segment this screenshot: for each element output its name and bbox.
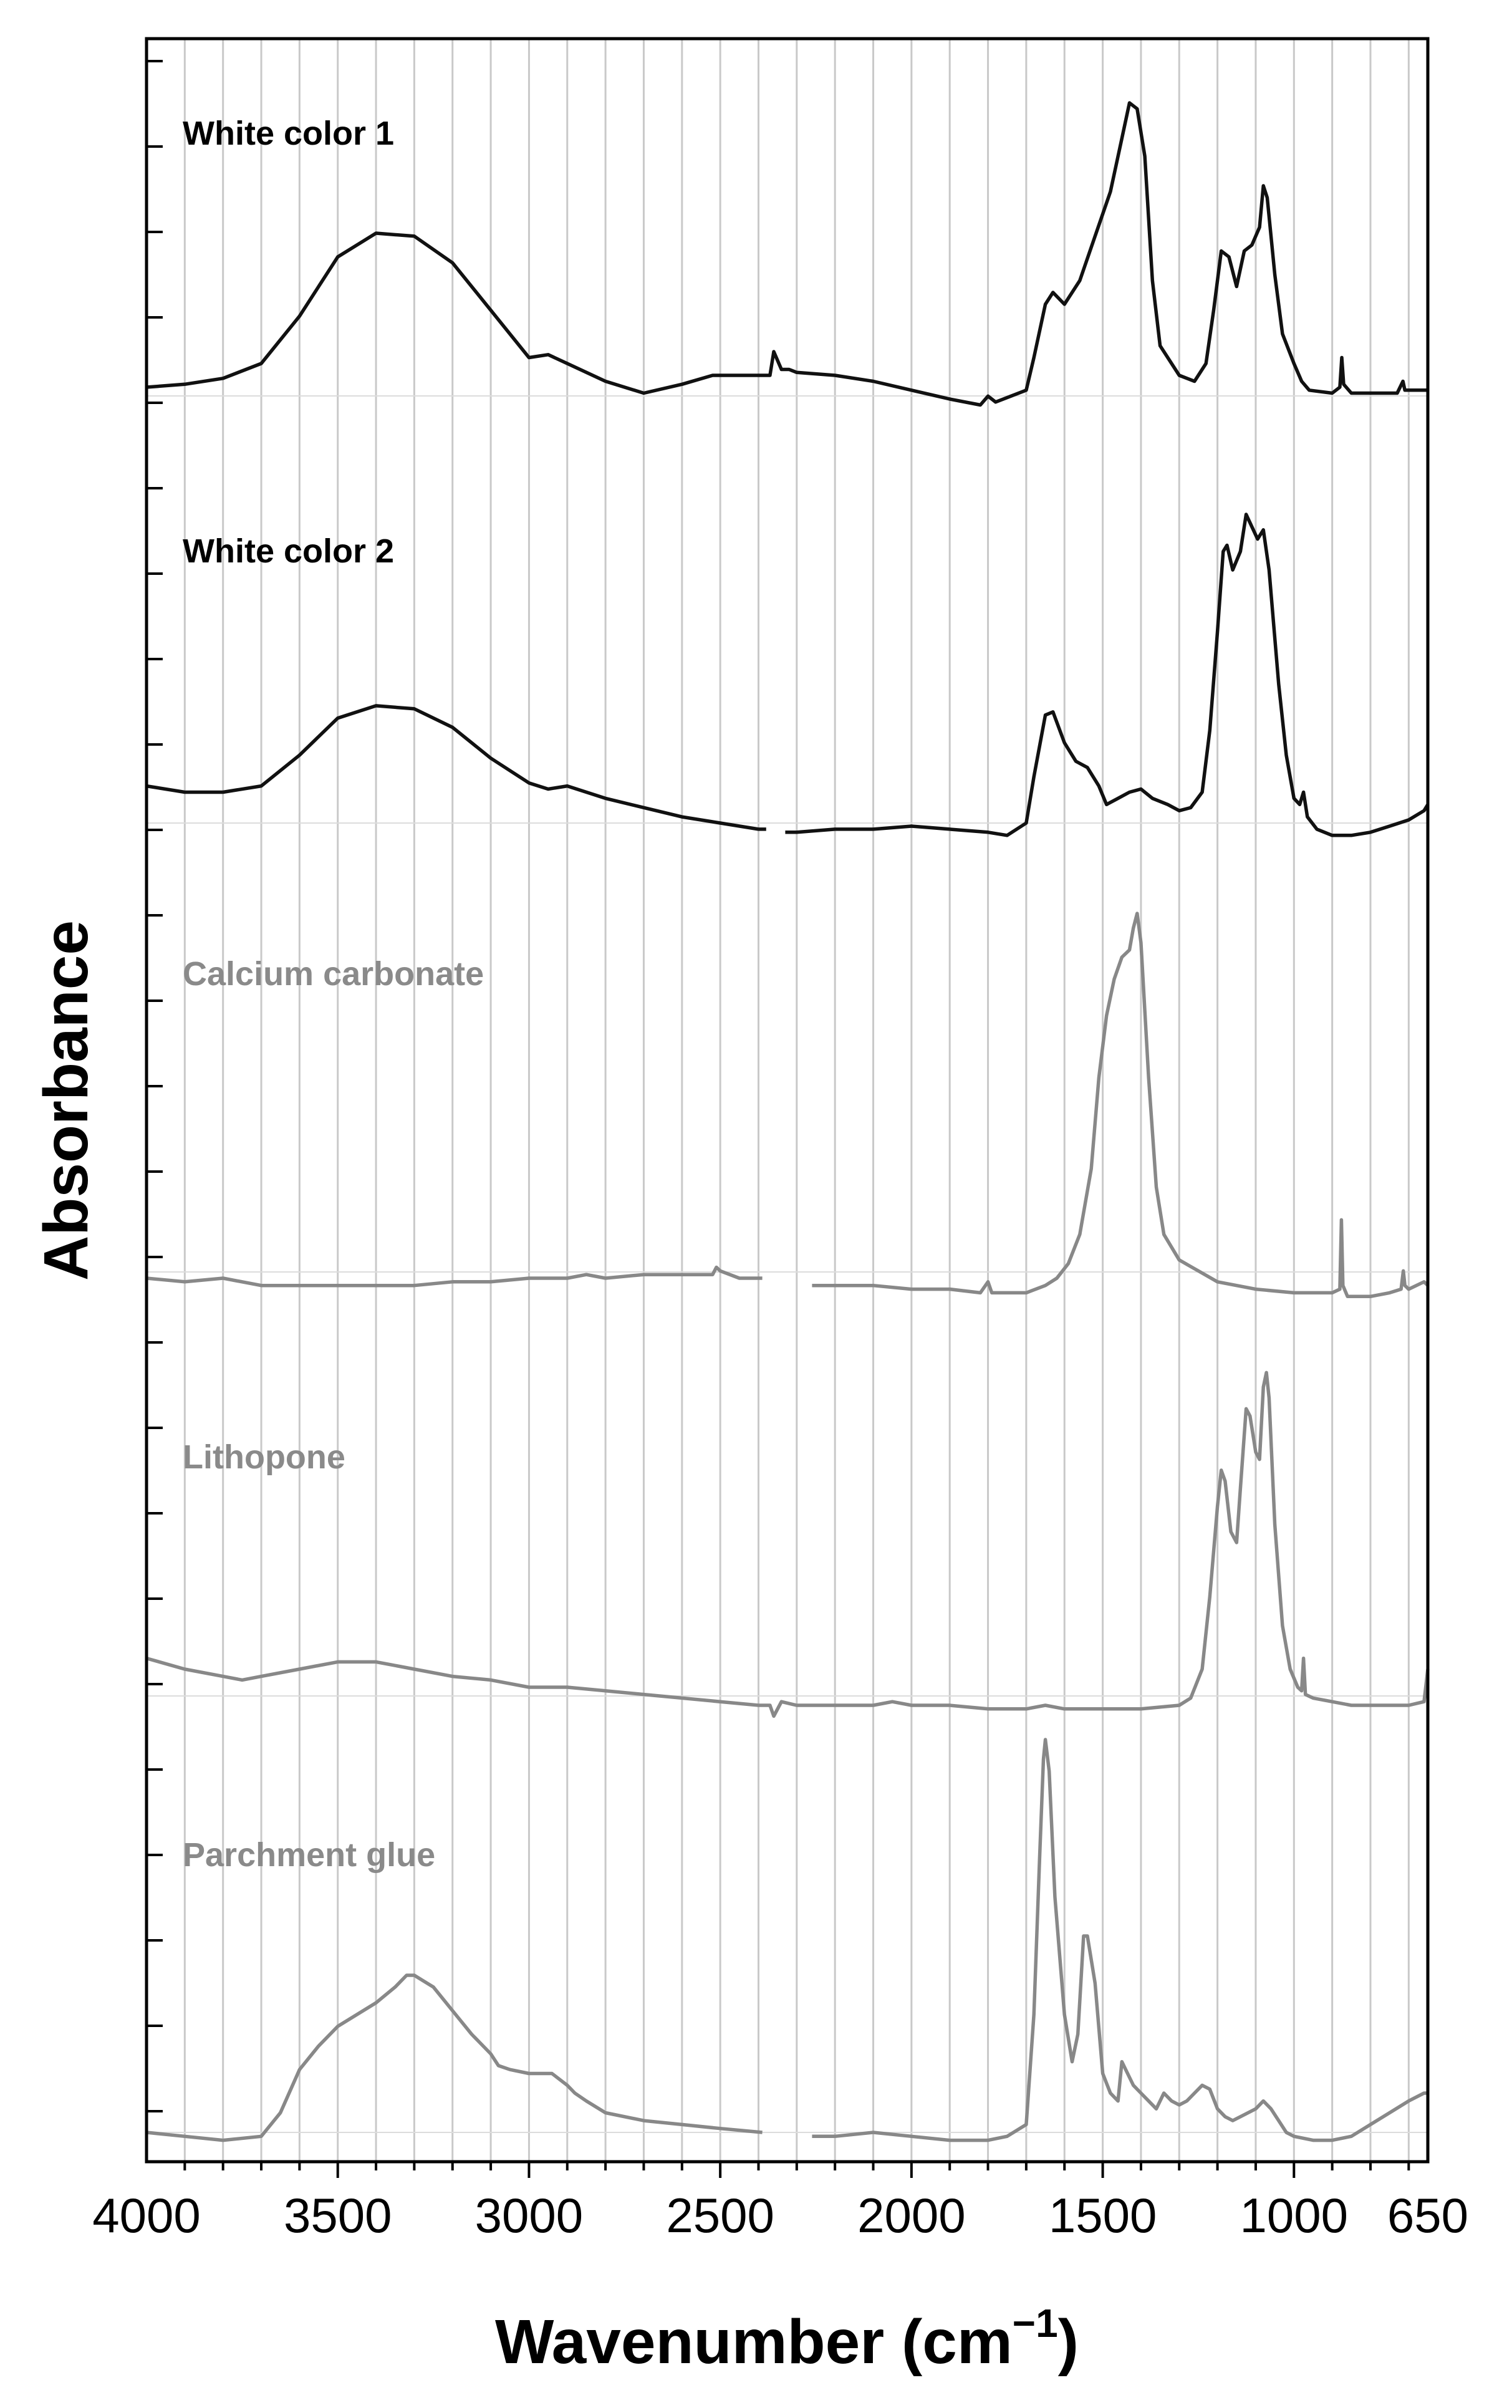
y-axis-title: Absorbance	[31, 920, 101, 1281]
x-tick-label: 2000	[857, 2188, 966, 2243]
x-tick-label: 4000	[92, 2188, 201, 2243]
x-tick-label: 1500	[1049, 2188, 1157, 2243]
series-label: Calcium carbonate	[183, 955, 484, 993]
series-line	[146, 1738, 1428, 2142]
x-axis-title-base: Wavenumber (cm	[495, 2307, 1013, 2377]
series-line	[146, 1370, 1430, 1718]
x-tick-label: 2500	[666, 2188, 774, 2243]
plot-frame	[145, 37, 1430, 2164]
series-line	[146, 513, 1430, 837]
x-axis-title-close: )	[1058, 2307, 1079, 2377]
x-tick-label: 3000	[475, 2188, 584, 2243]
x-tick-label: 1000	[1240, 2188, 1349, 2243]
series-line	[146, 912, 1429, 1299]
x-axis-title: Wavenumber (cm−1)	[495, 2301, 1079, 2377]
x-tick-label: 3500	[284, 2188, 392, 2243]
series-label: White color 1	[183, 115, 394, 152]
series-label: Parchment glue	[183, 1836, 435, 1874]
series	[146, 101, 1430, 2142]
series-labels: White color 1 White color 2 Calcium carbon…	[183, 115, 484, 1874]
series-label: White color 2	[183, 532, 394, 570]
grid	[147, 39, 1428, 2162]
x-axis-title-exponent: −1	[1013, 2301, 1058, 2346]
y-ticks	[147, 60, 163, 2112]
series-label: Lithopone	[183, 1438, 345, 1476]
x-tick-label: 650	[1387, 2188, 1468, 2243]
x-ticks: 4000 3500 3000 2500 2000 1500 1000 650	[92, 2162, 1468, 2243]
series-line	[146, 101, 1428, 407]
